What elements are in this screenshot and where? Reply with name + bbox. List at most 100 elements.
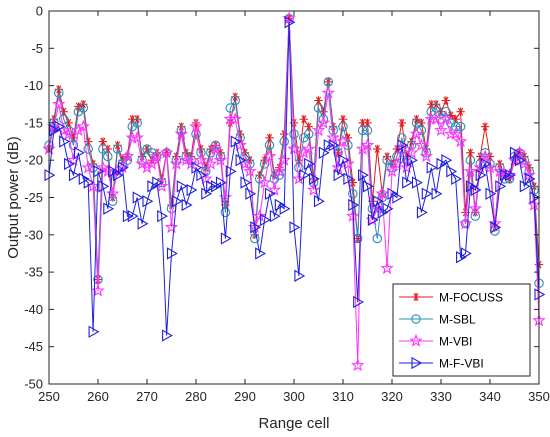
data-point xyxy=(130,130,144,144)
data-point xyxy=(331,160,345,174)
data-point xyxy=(348,189,358,199)
data-point xyxy=(142,195,154,208)
data-point xyxy=(385,164,399,178)
data-point xyxy=(468,201,483,215)
data-point xyxy=(409,333,423,347)
data-point xyxy=(367,213,379,227)
data-point xyxy=(404,145,419,159)
data-point xyxy=(411,292,421,302)
data-point xyxy=(262,149,277,163)
data-point xyxy=(353,295,365,309)
x-tick-label: 330 xyxy=(430,389,452,404)
data-point xyxy=(245,187,257,200)
data-point xyxy=(52,97,66,110)
data-point xyxy=(382,155,392,165)
data-point xyxy=(250,233,260,244)
data-point xyxy=(265,133,274,143)
data-point xyxy=(343,172,355,185)
data-point xyxy=(397,118,406,128)
data-point xyxy=(98,144,108,154)
data-point xyxy=(456,107,465,116)
data-point xyxy=(316,115,331,129)
data-point xyxy=(81,160,95,174)
data-point xyxy=(71,123,86,137)
data-point xyxy=(243,164,257,178)
data-point xyxy=(355,141,370,155)
data-point xyxy=(277,153,291,166)
data-point xyxy=(475,168,487,182)
y-tick-label: -15 xyxy=(24,115,43,130)
data-point xyxy=(159,145,174,159)
data-point xyxy=(269,210,281,223)
data-point xyxy=(470,183,482,197)
data-point xyxy=(215,176,227,189)
data-point xyxy=(103,202,115,215)
data-point xyxy=(127,210,139,223)
data-point xyxy=(235,154,247,167)
x-tick-label: 280 xyxy=(185,389,207,404)
data-point xyxy=(480,157,492,171)
data-point xyxy=(164,220,179,234)
data-point xyxy=(250,221,262,234)
data-point xyxy=(213,153,228,166)
data-point xyxy=(103,151,113,162)
data-point xyxy=(208,141,223,155)
data-point xyxy=(333,147,343,158)
data-point xyxy=(259,159,270,169)
data-point xyxy=(166,247,178,260)
x-axis-label: Range cell xyxy=(259,415,330,432)
data-point xyxy=(333,168,345,182)
data-point xyxy=(348,198,360,212)
data-point xyxy=(83,144,93,154)
data-point xyxy=(184,156,198,170)
data-point xyxy=(196,168,208,182)
data-point xyxy=(174,127,189,140)
data-point xyxy=(98,180,110,193)
data-point xyxy=(311,123,326,137)
data-point xyxy=(287,141,301,155)
data-point xyxy=(427,100,436,109)
data-point xyxy=(441,106,451,117)
data-point xyxy=(152,176,164,189)
y-tick-label: 0 xyxy=(36,4,43,19)
data-point xyxy=(83,176,95,189)
data-point xyxy=(230,135,242,148)
data-point xyxy=(421,187,433,200)
data-point xyxy=(117,161,129,174)
data-point xyxy=(350,358,365,372)
data-point xyxy=(512,145,527,159)
data-point xyxy=(230,95,240,106)
data-point xyxy=(397,139,409,152)
data-point xyxy=(431,187,443,200)
data-point xyxy=(272,164,287,178)
data-point xyxy=(414,138,429,152)
x-tick-label: 340 xyxy=(479,389,501,404)
data-point xyxy=(490,221,502,234)
data-point xyxy=(480,122,490,131)
legend: M-FOCUSS M-SBL M-VBI M-F-VBI xyxy=(392,283,531,377)
legend-label: M-VBI xyxy=(439,335,472,349)
data-point xyxy=(44,168,56,182)
data-point xyxy=(297,145,311,159)
x-axis: 250 260 270 280 290 300 310 320 330 340 350 xyxy=(38,11,550,404)
data-point xyxy=(228,112,242,125)
data-point xyxy=(321,85,336,99)
data-point xyxy=(157,210,169,223)
data-point xyxy=(299,168,311,182)
data-point xyxy=(358,168,369,182)
legend-entry: M-SBL xyxy=(399,313,476,327)
data-point xyxy=(426,161,438,174)
data-point xyxy=(59,135,71,148)
x-tick-label: 310 xyxy=(332,389,354,404)
data-point xyxy=(112,144,123,154)
series-m-f-vbi xyxy=(44,16,546,342)
data-point xyxy=(328,139,340,152)
data-point xyxy=(245,159,255,169)
legend-entry: M-F-VBI xyxy=(399,357,484,371)
data-point xyxy=(529,191,541,204)
data-point xyxy=(390,156,404,170)
data-point xyxy=(419,149,434,163)
data-point xyxy=(150,149,164,163)
data-point xyxy=(458,216,473,230)
data-point xyxy=(76,119,91,133)
